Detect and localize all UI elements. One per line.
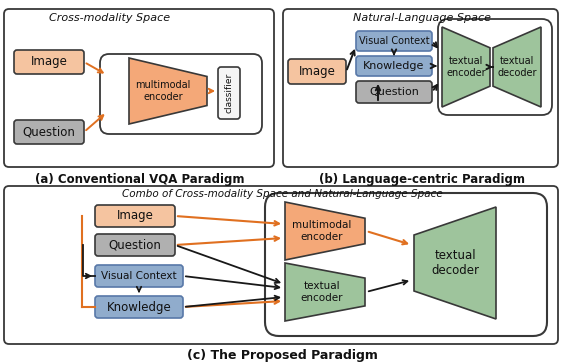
FancyBboxPatch shape [95,265,183,287]
FancyBboxPatch shape [4,9,274,167]
Text: multimodal
encoder: multimodal encoder [292,220,352,242]
Text: (b) Language-centric Paradigm: (b) Language-centric Paradigm [319,173,525,186]
FancyBboxPatch shape [288,59,346,84]
Polygon shape [285,202,365,260]
FancyBboxPatch shape [283,9,558,167]
Text: Visual Context: Visual Context [101,271,177,281]
Text: textual
encoder: textual encoder [446,56,486,78]
Text: classifier: classifier [224,73,233,113]
Text: Question: Question [108,238,161,252]
Text: (c) The Proposed Paradigm: (c) The Proposed Paradigm [187,348,377,361]
FancyBboxPatch shape [95,205,175,227]
Text: textual
decoder: textual decoder [497,56,537,78]
Text: textual
encoder: textual encoder [301,281,343,303]
Text: Image: Image [30,55,68,68]
Polygon shape [129,58,207,124]
Text: Question: Question [23,126,76,138]
Text: Visual Context: Visual Context [359,36,429,46]
Text: Question: Question [369,87,419,97]
Text: multimodal
encoder: multimodal encoder [135,80,191,102]
FancyBboxPatch shape [356,31,432,51]
Polygon shape [414,207,496,319]
Polygon shape [285,263,365,321]
FancyBboxPatch shape [95,296,183,318]
Text: Knowledge: Knowledge [107,301,171,313]
FancyBboxPatch shape [356,56,432,76]
FancyBboxPatch shape [14,120,84,144]
Text: Image: Image [298,66,336,79]
Text: Cross-modality Space: Cross-modality Space [50,13,170,23]
Text: Knowledge: Knowledge [363,61,425,71]
FancyBboxPatch shape [4,186,558,344]
Text: Natural-Language Space: Natural-Language Space [353,13,491,23]
Text: (a) Conventional VQA Paradigm: (a) Conventional VQA Paradigm [35,173,245,186]
FancyBboxPatch shape [218,67,240,119]
FancyBboxPatch shape [14,50,84,74]
Text: Image: Image [117,210,153,222]
Text: Combo of Cross-modality Space and Natural-Language Space: Combo of Cross-modality Space and Natura… [122,189,442,199]
Polygon shape [493,27,541,107]
Polygon shape [442,27,490,107]
FancyBboxPatch shape [95,234,175,256]
FancyBboxPatch shape [356,81,432,103]
Text: textual
decoder: textual decoder [431,249,479,277]
